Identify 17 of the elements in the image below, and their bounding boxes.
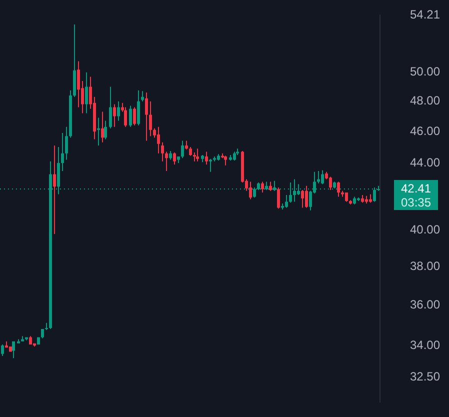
candlestick: [25, 337, 28, 340]
candlestick: [53, 145, 56, 234]
y-tick-label: 46.00: [410, 124, 440, 138]
y-tick-label: 32.50: [410, 370, 440, 384]
y-tick-label: 54.21: [410, 8, 440, 22]
text: 03:35: [400, 195, 432, 210]
ref-line-label: 42.41: [400, 181, 432, 196]
y-tick-label: 38.00: [410, 259, 440, 274]
y-tick-label: 34.00: [410, 338, 440, 352]
y-tick-label: 36.00: [410, 297, 440, 312]
candlestick: [97, 118, 100, 146]
candlestick: [196, 148, 199, 162]
candlestick: [209, 158, 212, 172]
y-tick-label: 50.00: [410, 64, 440, 79]
y-tick-label: 44.00: [410, 155, 440, 170]
y-tick-label: 40.00: [410, 222, 440, 237]
y-tick-label: 48.00: [410, 94, 440, 108]
